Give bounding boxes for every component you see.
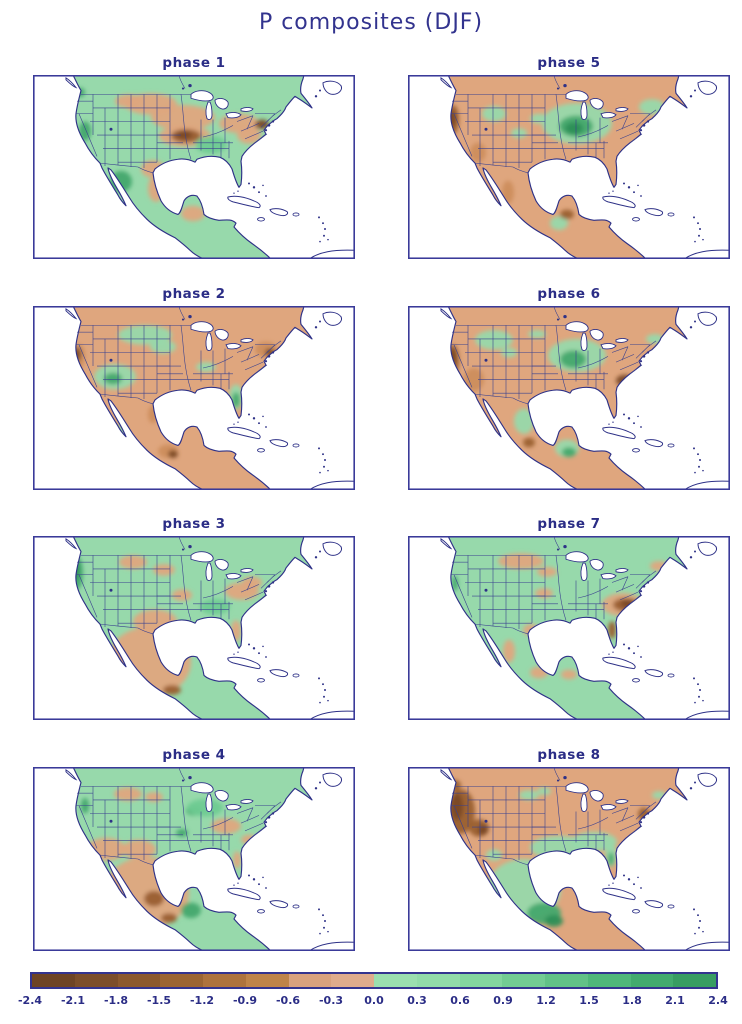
map-phase-2 xyxy=(33,306,355,490)
panel-title: phase 8 xyxy=(537,747,601,763)
colorbar-segment xyxy=(502,974,545,987)
colorbar-tick: 0.9 xyxy=(493,994,513,1007)
map-phase-4 xyxy=(33,767,355,951)
colorbar-tick: -1.5 xyxy=(146,994,172,1007)
panel-title: phase 6 xyxy=(537,286,601,302)
map-panel-phase-7: phase 7 xyxy=(408,516,730,720)
map-phase-5 xyxy=(408,75,730,259)
map-panel-phase-1: phase 1 xyxy=(33,55,355,259)
map-phase-3 xyxy=(33,536,355,720)
colorbar-segment xyxy=(331,974,374,987)
colorbar-tick: -0.9 xyxy=(232,994,258,1007)
colorbar-segment xyxy=(587,974,631,987)
colorbar-segment xyxy=(117,974,161,987)
colorbar-tick: -1.2 xyxy=(189,994,215,1007)
colorbar-segment xyxy=(673,974,716,987)
colorbar: -2.4 -2.1 -1.8 -1.5 -1.2 -0.9 -0.6 -0.3 0.0 0.3 0.… xyxy=(18,972,728,1018)
panel-title: phase 2 xyxy=(162,286,226,302)
colorbar-segment xyxy=(245,974,289,987)
colorbar-tick: 1.2 xyxy=(536,994,556,1007)
colorbar-tick: -2.1 xyxy=(60,994,86,1007)
colorbar-segment xyxy=(545,974,588,987)
colorbar-tick: 0.0 xyxy=(364,994,384,1007)
colorbar-tick: -0.3 xyxy=(318,994,344,1007)
colorbar-tick: -0.6 xyxy=(275,994,301,1007)
map-panel-phase-2: phase 2 xyxy=(33,286,355,490)
map-phase-8 xyxy=(408,767,730,951)
map-panel-phase-6: phase 6 xyxy=(408,286,730,490)
colorbar-segment xyxy=(374,974,417,987)
colorbar-tick: -1.8 xyxy=(103,994,129,1007)
panel-title: phase 1 xyxy=(162,55,226,71)
colorbar-tick: 1.5 xyxy=(579,994,599,1007)
colorbar-tick: -2.4 xyxy=(17,994,43,1007)
colorbar-segment xyxy=(459,974,503,987)
colorbar-tick: 1.8 xyxy=(622,994,642,1007)
panel-title: phase 4 xyxy=(162,747,226,763)
map-panel-phase-4: phase 4 xyxy=(33,747,355,951)
figure-title: P composites (DJF) xyxy=(258,10,484,35)
colorbar-segment xyxy=(74,974,118,987)
colorbar-segment xyxy=(203,974,246,987)
colorbar-segment xyxy=(288,974,332,987)
colorbar-segment xyxy=(160,974,203,987)
map-panel-phase-5: phase 5 xyxy=(408,55,730,259)
map-phase-7 xyxy=(408,536,730,720)
colorbar-tick: 2.4 xyxy=(708,994,728,1007)
colorbar-tick: 0.3 xyxy=(407,994,427,1007)
colorbar-scale xyxy=(30,972,718,989)
map-phase-1 xyxy=(33,75,355,259)
map-phase-6 xyxy=(408,306,730,490)
panel-title: phase 5 xyxy=(537,55,601,71)
map-panel-phase-8: phase 8 xyxy=(408,747,730,951)
panel-title: phase 7 xyxy=(537,516,601,532)
colorbar-segment xyxy=(416,974,460,987)
map-panel-phase-3: phase 3 xyxy=(33,516,355,720)
colorbar-segment xyxy=(32,974,75,987)
colorbar-tick: 2.1 xyxy=(665,994,685,1007)
panel-title: phase 3 xyxy=(162,516,226,532)
colorbar-segment xyxy=(630,974,674,987)
colorbar-tick: 0.6 xyxy=(450,994,470,1007)
